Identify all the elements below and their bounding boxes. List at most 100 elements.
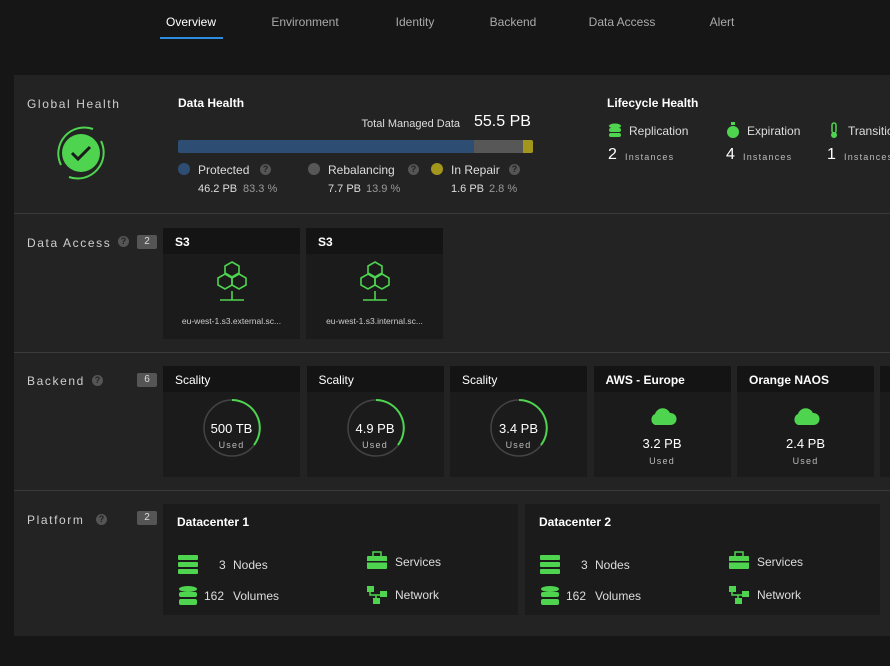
lifecycle-icon [609,123,621,137]
lifecycle-icon [831,122,837,138]
help-icon[interactable]: ? [408,164,419,175]
network-icon [367,586,387,604]
health-icon [57,126,105,180]
help-icon[interactable]: ? [92,375,103,386]
nodes-icon [540,555,560,574]
card-title: Scality [175,373,211,387]
nodes-label: Nodes [233,558,268,572]
card-title: S3 [175,235,190,249]
nav-tab[interactable]: Overview [165,15,217,29]
services-label: Services [395,555,442,569]
card-header [737,366,874,392]
legend-name: Protected [198,163,250,177]
network-label: Network [757,588,802,602]
network-icon [729,586,749,604]
card-header [306,228,443,254]
card-header [306,366,444,392]
lifecycle-count: 2 [608,146,617,163]
used-label: Used [218,440,245,450]
card-title: AWS - Europe [605,373,685,387]
nav-tab[interactable]: Alert [709,15,735,29]
lifecycle-count: 1 [827,146,836,163]
backend-card[interactable]: Scality 4.9 PB Used [306,366,444,477]
legend-percent: 13.9 % [366,183,401,195]
card-header [593,366,731,392]
lifecycle-name: Expiration [747,124,801,138]
legend-amount: 46.2 PB [198,183,238,195]
legend-dot [308,163,320,175]
legend-amount: 7.7 PB [328,183,362,195]
help-icon[interactable]: ? [509,164,520,175]
separator [14,352,890,353]
legend-percent: 2.8 % [489,183,518,195]
used-amount: 500 TB [210,421,253,436]
active-tab-underline [160,37,223,39]
card-header [450,366,587,392]
card-title: Scality [462,373,498,387]
help-icon[interactable]: ? [260,164,271,175]
access-card[interactable]: S3 eu-west-1.s3.internal.sc... [306,228,443,339]
card-title: Datacenter 1 [177,515,250,529]
volumes-count: 162 [204,589,225,603]
used-amount: 4.9 PB [355,421,395,436]
legend-name: In Repair [451,163,500,177]
nodes-icon [178,555,198,574]
nav-tab[interactable]: Data Access [588,15,656,29]
card-header [163,366,300,392]
total-label: Total Managed Data [361,118,460,130]
section-title: Data Health [178,96,245,110]
lifecycle-unit: Instances [625,152,675,162]
bar-segment [523,140,533,153]
help-icon[interactable]: ? [96,514,107,525]
backend-card[interactable]: Orange NAOS 2.4 PB Used [737,366,874,477]
usage-ring [490,399,548,457]
backend-card[interactable]: AWS - Europe 3.2 PB Used [593,366,731,477]
nav-tab[interactable]: Identity [395,15,435,29]
backend-card[interactable] [880,366,890,477]
lifecycle-unit: Instances [743,152,793,162]
row-label: Global Health [27,97,121,111]
services-icon [729,551,749,569]
nav-tab[interactable]: Environment [271,15,339,29]
nav-tab[interactable]: Backend [489,15,537,29]
used-label: Used [792,456,819,466]
volumes-label: Volumes [233,589,280,603]
volumes-count: 162 [566,589,587,603]
row-label: Backend [27,374,85,388]
used-amount: 3.4 PB [498,421,539,436]
card-title: Scality [318,373,354,387]
row-label: Platform [27,513,85,527]
lifecycle-name: Replication [629,124,689,138]
count-badge: 2 [137,511,157,525]
cloud-icon [650,408,677,425]
count-badge: 2 [137,235,157,249]
used-amount: 2.4 PB [785,436,826,451]
used-amount: 3.2 PB [642,436,682,451]
card-title: Datacenter 2 [539,515,612,529]
help-icon[interactable]: ? [118,236,129,247]
card-title: Orange NAOS [749,373,830,387]
count-badge: 6 [137,373,157,387]
health-bar [178,140,533,153]
datacenter-card[interactable]: Datacenter 1 3 Nodes 162 Volumes Services Netw… [163,504,518,615]
used-label: Used [362,440,388,450]
backend-card[interactable]: Scality 500 TB Used [163,366,300,477]
lifecycle-name: Transition [848,124,890,138]
volumes-icon [179,586,197,605]
section-title: Lifecycle Health [607,96,699,110]
bucket-icon [360,261,390,301]
card-header [163,228,300,254]
volumes-icon [541,586,559,605]
total-value: 55.5 PB [474,113,531,130]
access-card[interactable]: S3 eu-west-1.s3.external.sc... [163,228,300,339]
nodes-count: 3 [581,558,588,572]
nodes-count: 3 [219,558,226,572]
legend-amount: 1.6 PB [451,183,485,195]
datacenter-card[interactable]: Datacenter 2 3 Nodes 162 Volumes Services Netw… [525,504,880,615]
legend-dot [431,163,443,175]
backend-card[interactable]: Scality 3.4 PB Used [450,366,587,477]
bucket-icon [217,261,247,301]
bar-segment [178,140,474,153]
lifecycle-unit: Instances [844,152,890,162]
used-label: Used [505,440,532,450]
